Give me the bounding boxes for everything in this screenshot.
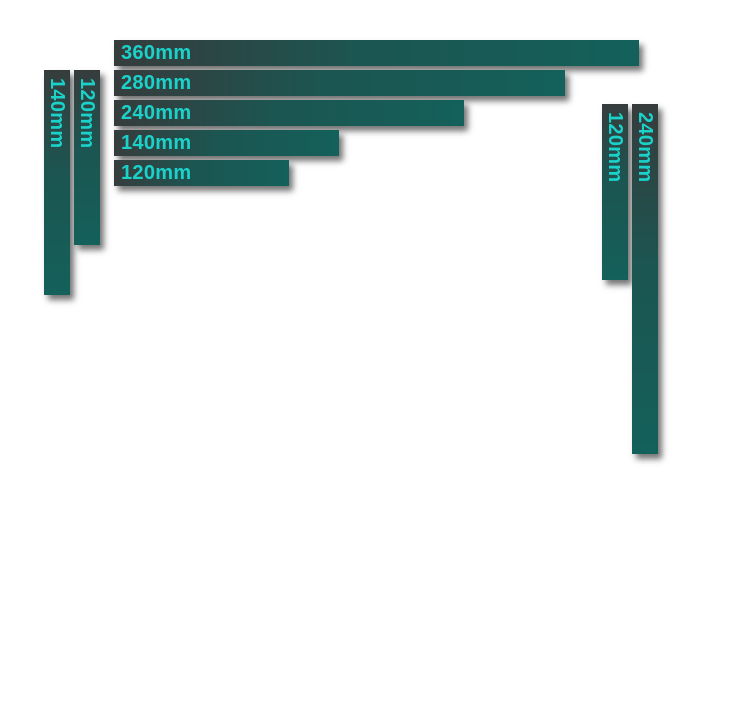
- rail-length-label: 120mm: [604, 112, 626, 183]
- rail-length-label: 240mm: [634, 112, 656, 183]
- rail-280mm-horizontal: 280mm: [114, 70, 565, 96]
- rail-120mm-vertical-right: 120mm: [602, 104, 628, 280]
- rail-length-label: 120mm: [121, 162, 192, 184]
- rail-140mm-vertical-left: 140mm: [44, 70, 70, 295]
- rail-length-label: 280mm: [121, 72, 192, 94]
- rail-240mm-horizontal: 240mm: [114, 100, 464, 126]
- rail-140mm-horizontal: 140mm: [114, 130, 339, 156]
- rail-length-label: 240mm: [121, 102, 192, 124]
- rail-length-label: 140mm: [121, 132, 192, 154]
- rail-120mm-horizontal: 120mm: [114, 160, 289, 186]
- rail-360mm-horizontal: 360mm: [114, 40, 639, 66]
- rail-length-label: 120mm: [76, 78, 98, 149]
- rail-length-label: 360mm: [121, 42, 192, 64]
- rail-length-label: 140mm: [46, 78, 68, 149]
- rail-120mm-vertical-left: 120mm: [74, 70, 100, 245]
- rail-240mm-vertical-right: 240mm: [632, 104, 658, 454]
